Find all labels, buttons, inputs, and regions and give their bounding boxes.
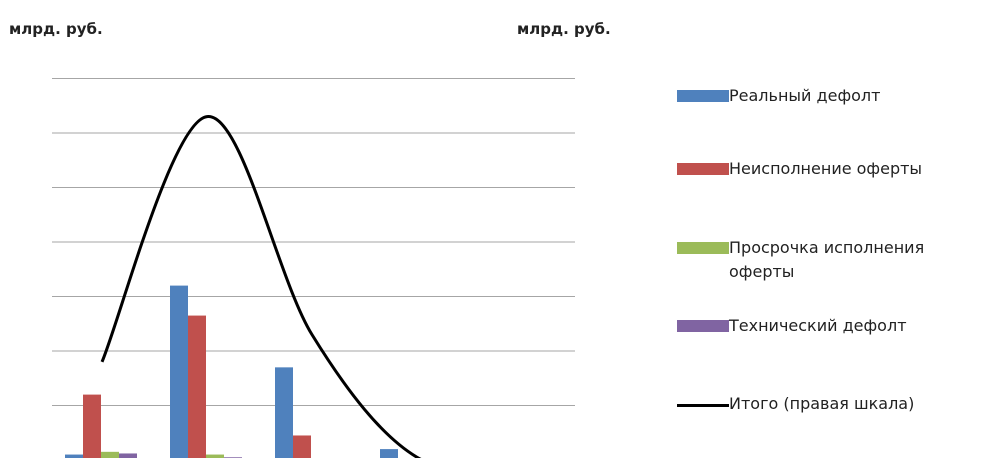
legend-swatch: [677, 242, 729, 254]
legend-label: Неисполнение оферты: [729, 159, 923, 178]
legend-item-technical-default: Технический дефолт: [677, 314, 969, 338]
legend-label: Реальный дефолт: [729, 86, 881, 105]
bar: [83, 394, 101, 458]
bar: [170, 285, 188, 458]
legend: Реальный дефолт Неисполнение оферты Прос…: [677, 0, 987, 458]
gridlines: [52, 78, 575, 406]
bar: [101, 451, 119, 458]
legend-item-real-default: Реальный дефолт: [677, 84, 969, 108]
bar: [275, 367, 293, 458]
bars: [65, 285, 398, 458]
bar: [206, 454, 224, 458]
bar: [65, 454, 83, 458]
chart-plot: [52, 78, 575, 458]
lines: [100, 115, 422, 458]
legend-item-offer-nonperformance: Неисполнение оферты: [677, 157, 969, 181]
legend-label: Итого (правая шкала): [729, 394, 915, 413]
bar: [380, 449, 398, 458]
bar: [119, 453, 137, 458]
legend-item-total: Итого (правая шкала): [677, 392, 969, 416]
legend-swatch: [677, 90, 729, 102]
total-line: [100, 115, 422, 458]
legend-label: Технический дефолт: [729, 316, 907, 335]
legend-label: Просрочка исполнения оферты: [729, 238, 925, 281]
legend-line-swatch: [677, 404, 729, 407]
bar: [293, 435, 311, 458]
legend-swatch: [677, 163, 729, 175]
right-axis-unit: млрд. руб.: [517, 20, 611, 38]
bar: [188, 315, 206, 458]
left-axis-unit: млрд. руб.: [9, 20, 103, 38]
legend-item-offer-delay: Просрочка исполнения оферты: [677, 236, 969, 284]
legend-swatch: [677, 320, 729, 332]
